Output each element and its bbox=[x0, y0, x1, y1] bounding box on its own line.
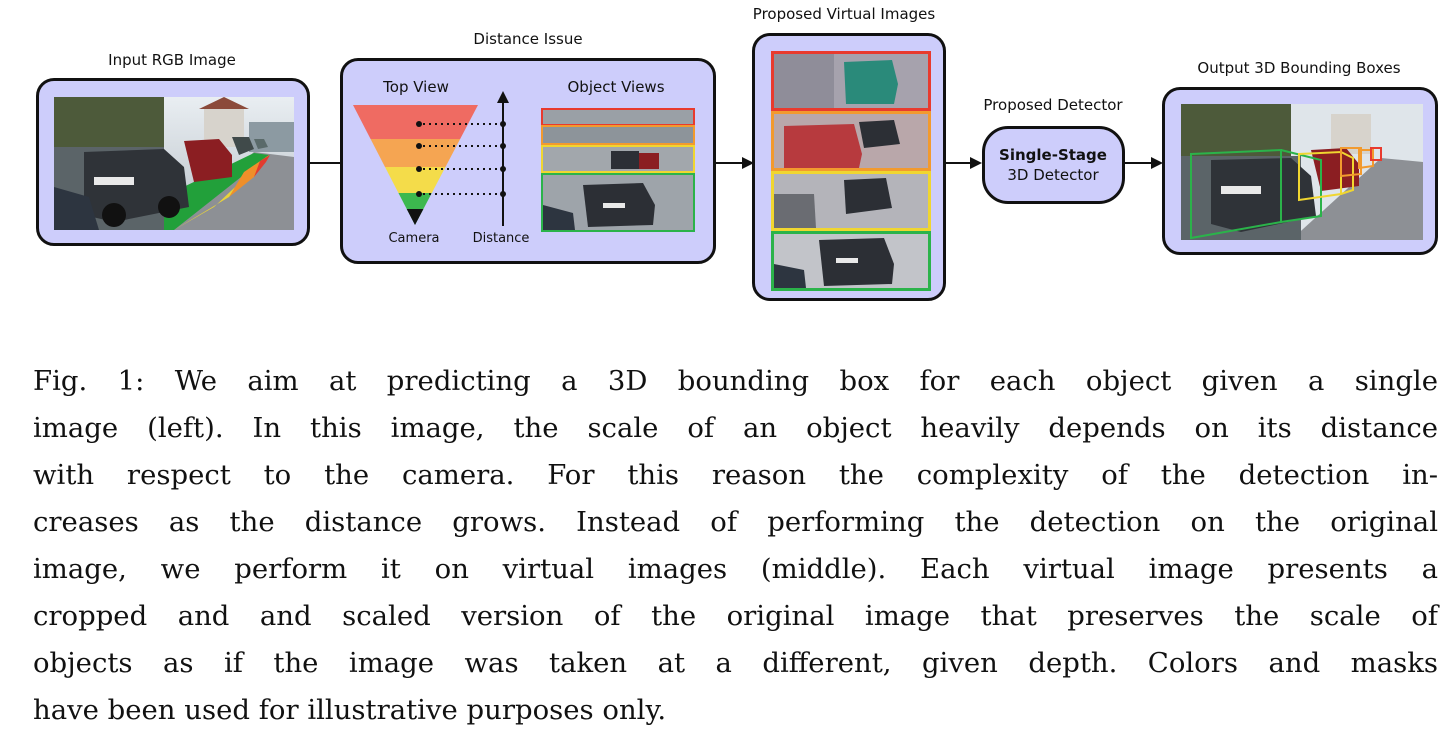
camera-label: Camera bbox=[388, 231, 440, 246]
detector-line1: Single-Stage bbox=[999, 146, 1107, 164]
virtual-image-mid-far bbox=[771, 111, 931, 171]
detector-line2: 3D Detector bbox=[1007, 166, 1099, 184]
object-view-near bbox=[541, 173, 695, 232]
detector-box: Single-Stage 3D Detector bbox=[982, 126, 1125, 204]
distance-issue-box: Top View Object Views bbox=[340, 58, 716, 264]
virtual-images-box bbox=[752, 33, 946, 301]
caption-line: Fig. 1: We aim at predicting a 3D boundi… bbox=[33, 365, 1438, 397]
output-box bbox=[1162, 87, 1438, 255]
virtual-images-title: Proposed Virtual Images bbox=[752, 5, 936, 23]
caption-line: objects as if the image was taken at a d… bbox=[33, 647, 1438, 679]
object-view-far bbox=[541, 108, 695, 126]
caption-line: image (left). In this image, the scale o… bbox=[33, 412, 1438, 444]
input-image-title: Input RGB Image bbox=[108, 51, 236, 69]
virtual-image-mid-near bbox=[771, 171, 931, 231]
object-view-mid-near bbox=[541, 145, 695, 173]
distance-issue-title: Distance Issue bbox=[473, 30, 583, 48]
detector-title: Proposed Detector bbox=[983, 96, 1123, 114]
arrow-to-output bbox=[1123, 157, 1163, 169]
top-view-label: Top View bbox=[383, 78, 449, 96]
object-views-label: Object Views bbox=[567, 78, 665, 96]
caption-line: creases as the distance grows. Instead o… bbox=[33, 506, 1438, 538]
output-street-photo bbox=[1181, 104, 1423, 240]
arrow-to-detector bbox=[944, 157, 982, 169]
input-image-box bbox=[36, 78, 310, 246]
caption-line: with respect to the camera. For this rea… bbox=[33, 459, 1438, 491]
virtual-image-far bbox=[771, 51, 931, 111]
virtual-image-near bbox=[771, 231, 931, 291]
arrow-to-virtual bbox=[714, 157, 754, 169]
connector-line bbox=[308, 162, 344, 164]
input-street-photo bbox=[54, 97, 294, 230]
caption-line: have been used for illustrative purposes… bbox=[33, 694, 667, 726]
top-view-diagram bbox=[353, 91, 509, 226]
output-title: Output 3D Bounding Boxes bbox=[1197, 59, 1401, 77]
figure-caption: Fig. 1: We aim at predicting a 3D boundi… bbox=[33, 358, 1438, 734]
object-view-mid-far bbox=[541, 125, 695, 145]
distance-label: Distance bbox=[472, 231, 530, 246]
caption-line: image, we perform it on virtual images (… bbox=[33, 553, 1438, 585]
caption-line: cropped and and scaled version of the or… bbox=[33, 600, 1438, 632]
